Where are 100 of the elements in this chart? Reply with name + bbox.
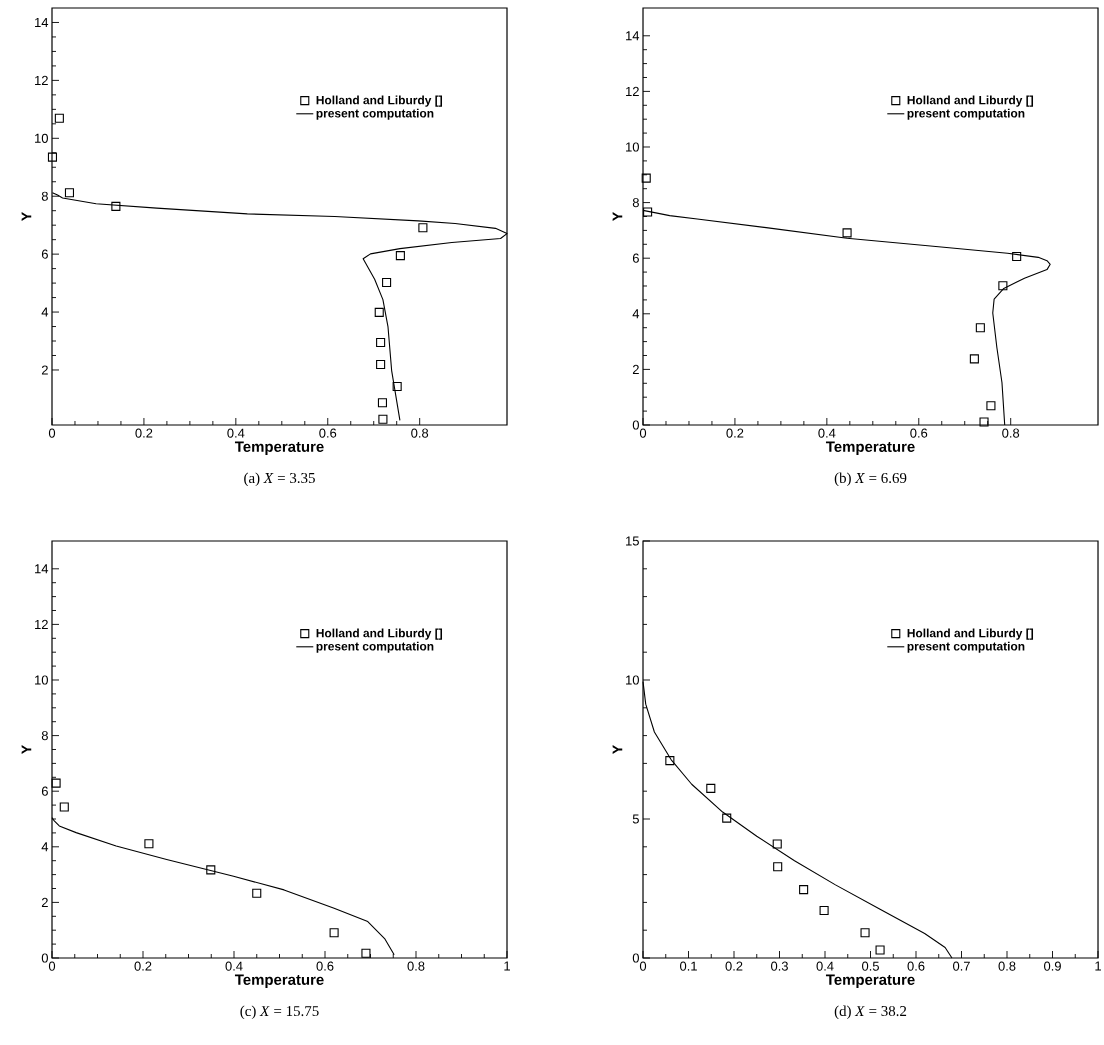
legend-label: present computation [316, 641, 434, 653]
point [377, 398, 387, 408]
x-tick-label: 0.8 [407, 961, 425, 971]
y-tick-label: 4 [41, 307, 49, 317]
point [799, 885, 809, 895]
text: (b) X = 6.69 [834, 472, 907, 487]
point [706, 783, 716, 793]
y-tick-label: 6 [41, 786, 48, 796]
point [111, 201, 121, 211]
y-tick-label: 0 [632, 420, 639, 430]
legend-label: present computation [316, 108, 434, 120]
point [329, 928, 339, 938]
y-tick-label: 15 [626, 536, 639, 546]
x-tick-label: 0.7 [953, 961, 970, 971]
point [979, 417, 989, 427]
x-tick-label: 0.4 [818, 428, 836, 438]
y-tick-label: 6 [41, 249, 48, 259]
x-axis-title: Temperature [825, 441, 915, 455]
x-tick-label: 0.4 [227, 428, 245, 438]
point [875, 945, 885, 955]
point [998, 281, 1008, 291]
point [772, 839, 782, 849]
point [665, 756, 675, 766]
point [144, 839, 154, 849]
point [1012, 251, 1022, 262]
y-axis-title: Y [21, 745, 32, 754]
text: (d) X = 38.2 [834, 1005, 907, 1020]
x-axis-title: Temperature [234, 441, 324, 455]
y-tick-label: 6 [632, 253, 639, 263]
point [51, 778, 61, 788]
y-tick-label: 0 [41, 953, 48, 963]
x-tick-label: 0.2 [135, 428, 153, 438]
y-tick-label: 10 [35, 133, 48, 143]
point [969, 354, 979, 364]
point [773, 862, 783, 872]
y-tick-label: 14 [35, 564, 49, 574]
y-tick-label: 14 [35, 18, 49, 27]
point [382, 277, 392, 288]
x-tick-label: 0.6 [910, 428, 928, 438]
point [641, 173, 651, 183]
point [842, 228, 852, 238]
x-tick-label: 0.8 [998, 961, 1016, 971]
x-tick-label: 0.3 [771, 961, 788, 971]
text: (a) X = 3.35 [244, 472, 315, 487]
point [252, 888, 262, 898]
y-tick-label: 5 [632, 814, 639, 824]
point [374, 307, 384, 317]
x-tick-label: 0 [639, 961, 647, 971]
y-tick-label: 10 [626, 675, 639, 685]
point [643, 207, 653, 217]
point [47, 152, 58, 162]
y-tick-label: 4 [41, 842, 49, 852]
x-axis-title: Temperature [234, 974, 324, 988]
y-tick-label: 14 [626, 31, 640, 41]
x-tick-label: 0.5 [862, 961, 879, 971]
x-tick-label: 1 [504, 961, 510, 971]
point [986, 401, 996, 411]
legend-label: Holland and Liburdy [] [316, 95, 443, 107]
x-tick-label: 0.8 [411, 428, 429, 438]
point [361, 948, 371, 958]
y-axis-title: Y [21, 212, 32, 221]
x-tick-label: 0.1 [680, 961, 697, 971]
x-tick-label: 0.6 [319, 428, 337, 438]
point [378, 414, 388, 424]
legend-label: Holland and Liburdy [] [316, 628, 443, 640]
y-tick-label: 8 [632, 198, 639, 208]
y-tick-label: 10 [35, 675, 48, 685]
point [392, 381, 402, 392]
y-tick-label: 4 [632, 309, 640, 319]
point [418, 223, 428, 233]
x-tick-label: 0 [48, 428, 56, 438]
y-tick-label: 8 [41, 191, 48, 201]
y-tick-label: 12 [35, 619, 48, 629]
x-tick-label: 0.4 [225, 961, 243, 971]
point [59, 802, 69, 812]
point [376, 337, 386, 348]
point [206, 865, 216, 875]
x-tick-label: 0.8 [1002, 428, 1020, 438]
point [395, 251, 405, 261]
y-tick-label: 0 [632, 953, 639, 963]
y-tick-label: 12 [35, 75, 48, 85]
legend-label: Holland and Liburdy [] [907, 628, 1034, 640]
y-axis-title: Y [612, 212, 623, 221]
x-tick-label: 0.4 [816, 961, 834, 971]
point [376, 359, 386, 370]
y-tick-label: 12 [626, 86, 639, 96]
x-tick-label: 0 [639, 428, 647, 438]
x-tick-label: 1 [1095, 961, 1101, 971]
point [860, 928, 870, 938]
point [64, 188, 75, 198]
x-tick-label: 0.9 [1044, 961, 1061, 971]
x-tick-label: 0 [48, 961, 56, 971]
point [975, 323, 985, 333]
point [819, 905, 829, 916]
y-tick-label: 2 [632, 364, 639, 374]
x-tick-label: 0.2 [134, 961, 152, 971]
x-tick-label: 0.2 [725, 961, 743, 971]
text: (c) X = 15.75 [240, 1005, 319, 1020]
point [54, 113, 64, 123]
legend-label: Holland and Liburdy [] [907, 95, 1034, 107]
